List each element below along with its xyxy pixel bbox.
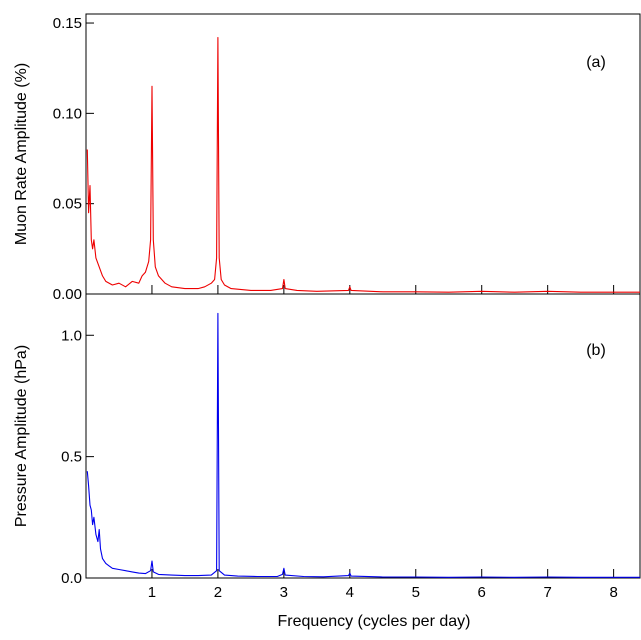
panel-b-xtick-label-4: 5 <box>412 584 420 601</box>
panel-a: 0.00 0.05 0.10 0.15 (a) Muon Rate Amplitude… <box>13 13 641 303</box>
panel-a-ytick-label-1: 0.05 <box>53 196 82 213</box>
panel-b: 0.0 0.5 1.0 1 2 3 4 5 6 7 8 (b) Pressure Amplitude… <box>13 293 641 601</box>
panel-b-frame <box>85 293 641 579</box>
panel-b-ytick-label-2: 1.0 <box>61 327 82 344</box>
panel-a-ylabel: Muon Rate Amplitude (%) <box>13 63 30 245</box>
panel-b-xtick-label-7: 8 <box>609 584 617 601</box>
panel-b-xtick-label-6: 7 <box>543 584 551 601</box>
panel-b-ytick-label-0: 0.0 <box>61 570 82 587</box>
panel-b-xtick-label-1: 2 <box>214 584 222 601</box>
panel-b-xtick-label-3: 4 <box>346 584 354 601</box>
panel-a-frame <box>85 13 641 295</box>
panel-b-series-line <box>86 312 640 578</box>
panel-a-ytick-label-0: 0.00 <box>53 286 82 303</box>
panel-b-xtick-label-2: 3 <box>280 584 288 601</box>
panel-b-tag: (b) <box>586 342 606 359</box>
panel-b-xtick-label-0: 1 <box>148 584 156 601</box>
panel-a-ticks: 0.00 0.05 0.10 0.15 <box>53 15 615 303</box>
panel-b-ytick-label-1: 0.5 <box>61 449 82 466</box>
x-axis-label: Frequency (cycles per day) <box>278 613 471 630</box>
panel-a-ytick-label-2: 0.10 <box>53 105 82 122</box>
panel-a-ytick-label-3: 0.15 <box>53 15 82 32</box>
panel-b-ylabel: Pressure Amplitude (hPa) <box>13 345 30 527</box>
panel-a-series-line <box>86 36 640 293</box>
panel-a-tag: (a) <box>586 54 606 71</box>
panel-b-ticks: 0.0 0.5 1.0 1 2 3 4 5 6 7 8 <box>61 327 618 601</box>
panel-b-xtick-label-5: 6 <box>478 584 486 601</box>
